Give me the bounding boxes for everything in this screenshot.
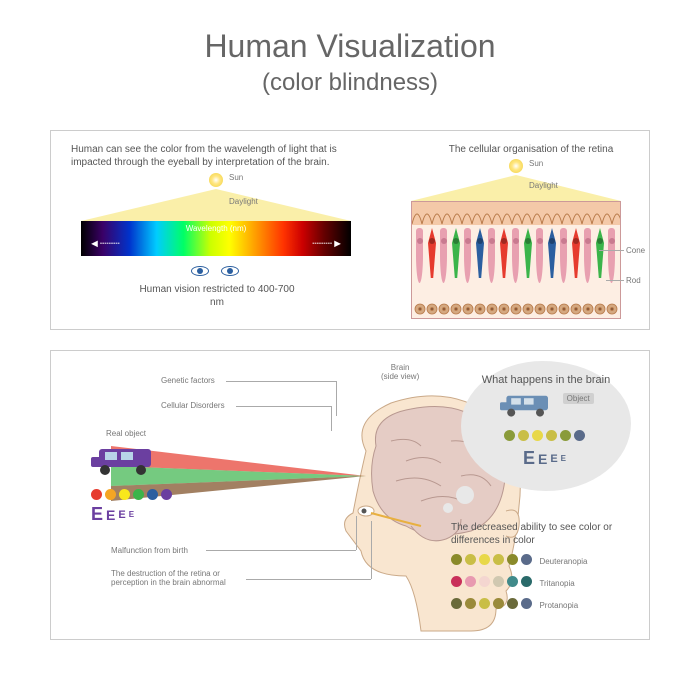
panel-brain-process: Real object EEEE Genetic factors Cellula…: [50, 350, 650, 640]
sun-label: Sun: [229, 173, 243, 182]
bubble-tail-2: [443, 503, 453, 513]
legend-prot: Protanopia: [451, 595, 578, 613]
cellular-line: [236, 406, 331, 407]
daylight-label-left: Daylight: [229, 197, 258, 206]
destruction-line-v: [371, 521, 372, 579]
bubble-e-chart: EEEE: [461, 448, 631, 469]
main-title: Human Visualization: [0, 0, 700, 65]
real-van: [91, 443, 161, 483]
retina-surface: [412, 202, 621, 226]
bubble-tail-1: [456, 486, 474, 504]
cellular-label: Cellular Disorders: [161, 401, 225, 410]
legend-deut: Deuteranopia: [451, 551, 588, 569]
bubble-title: What happens in the brain: [461, 361, 631, 387]
retina-diagram: [411, 201, 621, 319]
real-e-chart: EEEE: [91, 504, 137, 525]
legend-trit-label: Tritanopia: [539, 579, 574, 588]
malfunction-line-v: [356, 516, 357, 550]
legend-prot-label: Protanopia: [539, 601, 578, 610]
genetic-line-v: [336, 381, 337, 416]
bubble-van: Object: [461, 391, 631, 424]
spectrum-arrow-right: ┄┄┄►: [312, 237, 343, 250]
spectrum-label: Wavelength (nm): [81, 224, 351, 233]
rod-label: Rod: [626, 276, 641, 285]
malfunction-line: [206, 550, 356, 551]
subtitle: (color blindness): [0, 69, 700, 97]
panel-wavelength-retina: Human can see the color from the wavelen…: [50, 130, 650, 330]
malfunction-label: Malfunction from birth: [111, 546, 188, 555]
destruction-line: [246, 579, 371, 580]
real-object-label: Real object: [106, 429, 146, 438]
spectrum-arrow-left: ◄┄┄┄: [89, 237, 120, 250]
eye-icon-left: [191, 266, 209, 276]
retina-title: The cellular organisation of the retina: [431, 143, 631, 156]
genetic-line: [226, 381, 336, 382]
visible-spectrum: Wavelength (nm) ◄┄┄┄ ┄┄┄►: [81, 221, 351, 256]
cellular-line-v: [331, 406, 332, 431]
rod-callout: [606, 280, 624, 281]
sun-icon: [209, 173, 223, 187]
brain-view-label: Brain (side view): [381, 363, 419, 381]
legend-deut-label: Deuteranopia: [539, 557, 587, 566]
retina-ganglion: [412, 300, 621, 318]
legend-title: The decreased ability to see color or di…: [451, 521, 631, 547]
wavelength-description: Human can see the color from the wavelen…: [71, 143, 361, 169]
real-color-dots: [91, 486, 175, 504]
sun-icon-right: [509, 159, 523, 173]
destruction-label: The destruction of the retina or percept…: [111, 569, 241, 587]
genetic-label: Genetic factors: [161, 376, 215, 385]
legend-trit: Tritanopia: [451, 573, 575, 591]
brain-bubble: What happens in the brain Object EEEE: [461, 361, 631, 491]
daylight-label-right: Daylight: [529, 181, 558, 190]
eye-icon-right: [221, 266, 239, 276]
cone-callout: [599, 250, 624, 251]
sun-label-right: Sun: [529, 159, 543, 168]
vision-range-note: Human vision restricted to 400-700 nm: [137, 283, 297, 309]
daylight-cone-right: [411, 175, 621, 201]
cone-label: Cone: [626, 246, 645, 255]
daylight-cone-left: [81, 189, 351, 221]
bubble-object-label: Object: [563, 393, 594, 404]
bubble-dots: [461, 426, 631, 444]
